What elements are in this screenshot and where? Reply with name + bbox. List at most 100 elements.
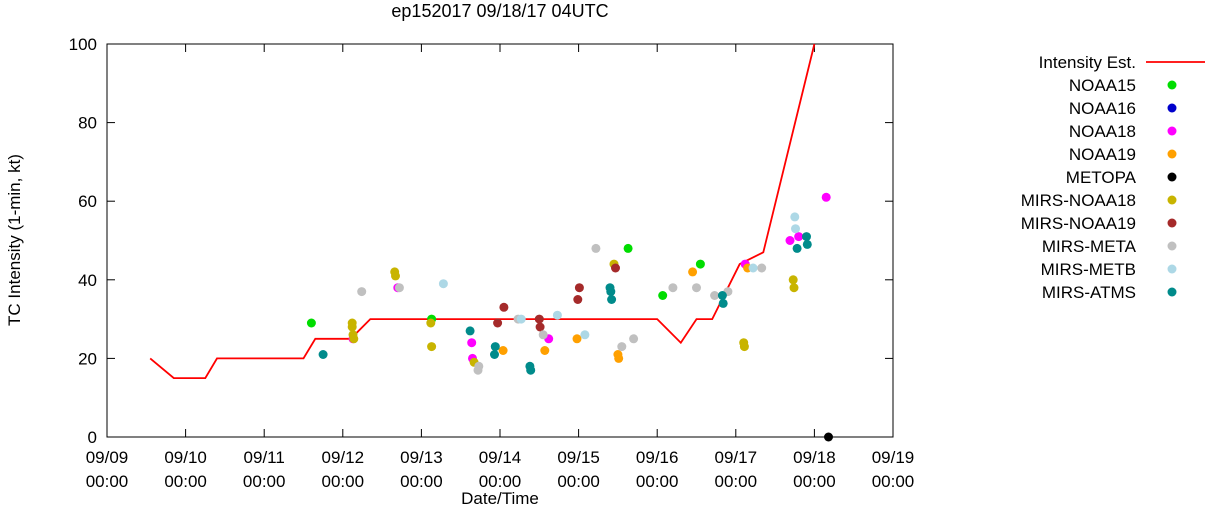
x-tick-label: 09/16 bbox=[636, 448, 679, 467]
data-point-noaa19 bbox=[614, 353, 624, 363]
x-tick-label: 00:00 bbox=[793, 472, 836, 491]
chart-title: ep152017 09/18/17 04UTC bbox=[391, 1, 608, 21]
x-tick-label: 09/14 bbox=[479, 448, 522, 467]
data-point-noaa19 bbox=[572, 334, 582, 344]
data-point-noaa19 bbox=[498, 346, 508, 355]
legend-dot-sample bbox=[1167, 195, 1177, 205]
intensity-line bbox=[149, 43, 816, 380]
x-axis-label: Date/Time bbox=[461, 489, 539, 508]
legend-label: METOPA bbox=[1066, 168, 1137, 187]
x-tick-label: 00:00 bbox=[86, 472, 129, 491]
data-point-mirs-meta bbox=[668, 283, 678, 293]
x-tick-label: 00:00 bbox=[557, 472, 600, 491]
x-tick-label: 09/13 bbox=[400, 448, 443, 467]
data-point-noaa18 bbox=[794, 232, 804, 242]
plot-area: 09/09 00:00 09/10 00:00 09/11 00:00 09/12 00:00… bbox=[69, 35, 915, 491]
legend: Intensity Est. NOAA15 NOAA16 NOAA18 NOAA19 ME… bbox=[1021, 53, 1205, 302]
legend-dot-sample bbox=[1167, 103, 1177, 113]
x-tick-label: 09/17 bbox=[715, 448, 758, 467]
x-tick-label: 09/12 bbox=[322, 448, 365, 467]
data-point-mirs-atms bbox=[717, 291, 727, 300]
data-point-mirs-noaa19 bbox=[535, 322, 545, 332]
y-axis-label: TC Intensity (1-min, kt) bbox=[5, 154, 24, 326]
data-point-mirs-meta bbox=[692, 283, 701, 293]
data-point-mirs-noaa18 bbox=[788, 275, 798, 285]
x-tick-label: 00:00 bbox=[872, 472, 915, 491]
data-point-noaa15 bbox=[658, 291, 668, 300]
x-tick-label: 00:00 bbox=[636, 472, 679, 491]
legend-label: MIRS-METB bbox=[1041, 260, 1136, 279]
y-tick-label: 80 bbox=[78, 114, 97, 133]
data-point-mirs-atms bbox=[792, 243, 802, 253]
legend-label: NOAA19 bbox=[1069, 145, 1136, 164]
data-point-mirs-noaa19 bbox=[574, 283, 584, 293]
data-point-mirs-noaa18 bbox=[391, 271, 400, 281]
data-point-mirs-metb bbox=[748, 263, 758, 273]
data-point-mirs-noaa18 bbox=[427, 342, 437, 352]
y-tick-label: 100 bbox=[69, 35, 97, 54]
legend-dot-sample bbox=[1167, 149, 1177, 159]
data-point-noaa18 bbox=[467, 338, 477, 348]
data-point-noaa18 bbox=[785, 236, 795, 245]
data-point-mirs-meta bbox=[617, 342, 627, 352]
data-point-mirs-atms bbox=[606, 287, 616, 297]
data-point-mirs-atms bbox=[318, 350, 328, 359]
data-point-mirs-meta bbox=[474, 361, 484, 371]
data-point-mirs-noaa19 bbox=[611, 263, 620, 273]
legend-dot-sample bbox=[1167, 264, 1177, 274]
legend-label: NOAA18 bbox=[1069, 122, 1136, 141]
data-point-mirs-meta bbox=[394, 283, 404, 293]
x-tick-label: 09/19 bbox=[872, 448, 915, 467]
data-point-metopa bbox=[824, 432, 833, 442]
legend-label: MIRS-META bbox=[1042, 237, 1137, 256]
x-tick-label: 00:00 bbox=[715, 472, 758, 491]
x-tick-label: 09/15 bbox=[557, 448, 600, 467]
data-point-mirs-meta bbox=[710, 291, 720, 300]
legend-dot-sample bbox=[1167, 287, 1177, 297]
data-point-mirs-atms bbox=[526, 365, 536, 375]
legend-dot-sample bbox=[1167, 218, 1177, 228]
data-point-mirs-meta bbox=[629, 334, 639, 344]
data-point-mirs-atms bbox=[490, 350, 499, 359]
data-point-noaa15 bbox=[306, 318, 316, 328]
data-point-mirs-metb bbox=[790, 212, 800, 222]
x-tick-label: 09/11 bbox=[244, 448, 285, 467]
x-tick-label: 00:00 bbox=[479, 472, 522, 491]
data-point-noaa18 bbox=[821, 192, 831, 202]
data-point-mirs-noaa19 bbox=[493, 318, 503, 328]
legend-label: MIRS-NOAA19 bbox=[1021, 214, 1136, 233]
legend-label: Intensity Est. bbox=[1039, 53, 1136, 72]
data-point-mirs-metb bbox=[438, 279, 448, 289]
data-point-mirs-atms bbox=[607, 295, 617, 304]
data-point-noaa19 bbox=[688, 267, 698, 277]
y-tick-label: 20 bbox=[78, 349, 97, 368]
y-tick-label: 0 bbox=[88, 428, 97, 447]
data-point-mirs-noaa19 bbox=[499, 302, 509, 312]
y-tick-label: 60 bbox=[78, 192, 97, 211]
plot-border bbox=[106, 43, 894, 438]
data-point-mirs-meta bbox=[357, 287, 367, 297]
data-point-mirs-noaa18 bbox=[426, 318, 436, 328]
legend-label: MIRS-NOAA18 bbox=[1021, 191, 1136, 210]
data-point-mirs-meta bbox=[757, 263, 767, 273]
legend-dot-sample bbox=[1167, 126, 1177, 136]
legend-dot-sample bbox=[1167, 241, 1177, 251]
data-point-mirs-atms bbox=[718, 298, 728, 308]
x-tick-label: 09/09 bbox=[86, 448, 129, 467]
data-point-mirs-noaa18 bbox=[347, 322, 357, 332]
legend-label: NOAA16 bbox=[1069, 99, 1136, 118]
y-tick-label: 40 bbox=[78, 271, 97, 290]
data-point-mirs-noaa19 bbox=[573, 295, 583, 304]
data-point-mirs-atms bbox=[802, 232, 811, 242]
data-point-noaa15 bbox=[695, 259, 705, 269]
legend-label: NOAA15 bbox=[1069, 76, 1136, 95]
x-tick-label: 09/18 bbox=[793, 448, 836, 467]
legend-dot-sample bbox=[1167, 80, 1177, 90]
legend-label: MIRS-ATMS bbox=[1042, 283, 1136, 302]
legend-dot-sample bbox=[1167, 172, 1177, 182]
data-point-mirs-atms bbox=[490, 342, 500, 352]
data-point-mirs-metb bbox=[552, 310, 562, 320]
data-point-mirs-meta bbox=[538, 330, 548, 340]
